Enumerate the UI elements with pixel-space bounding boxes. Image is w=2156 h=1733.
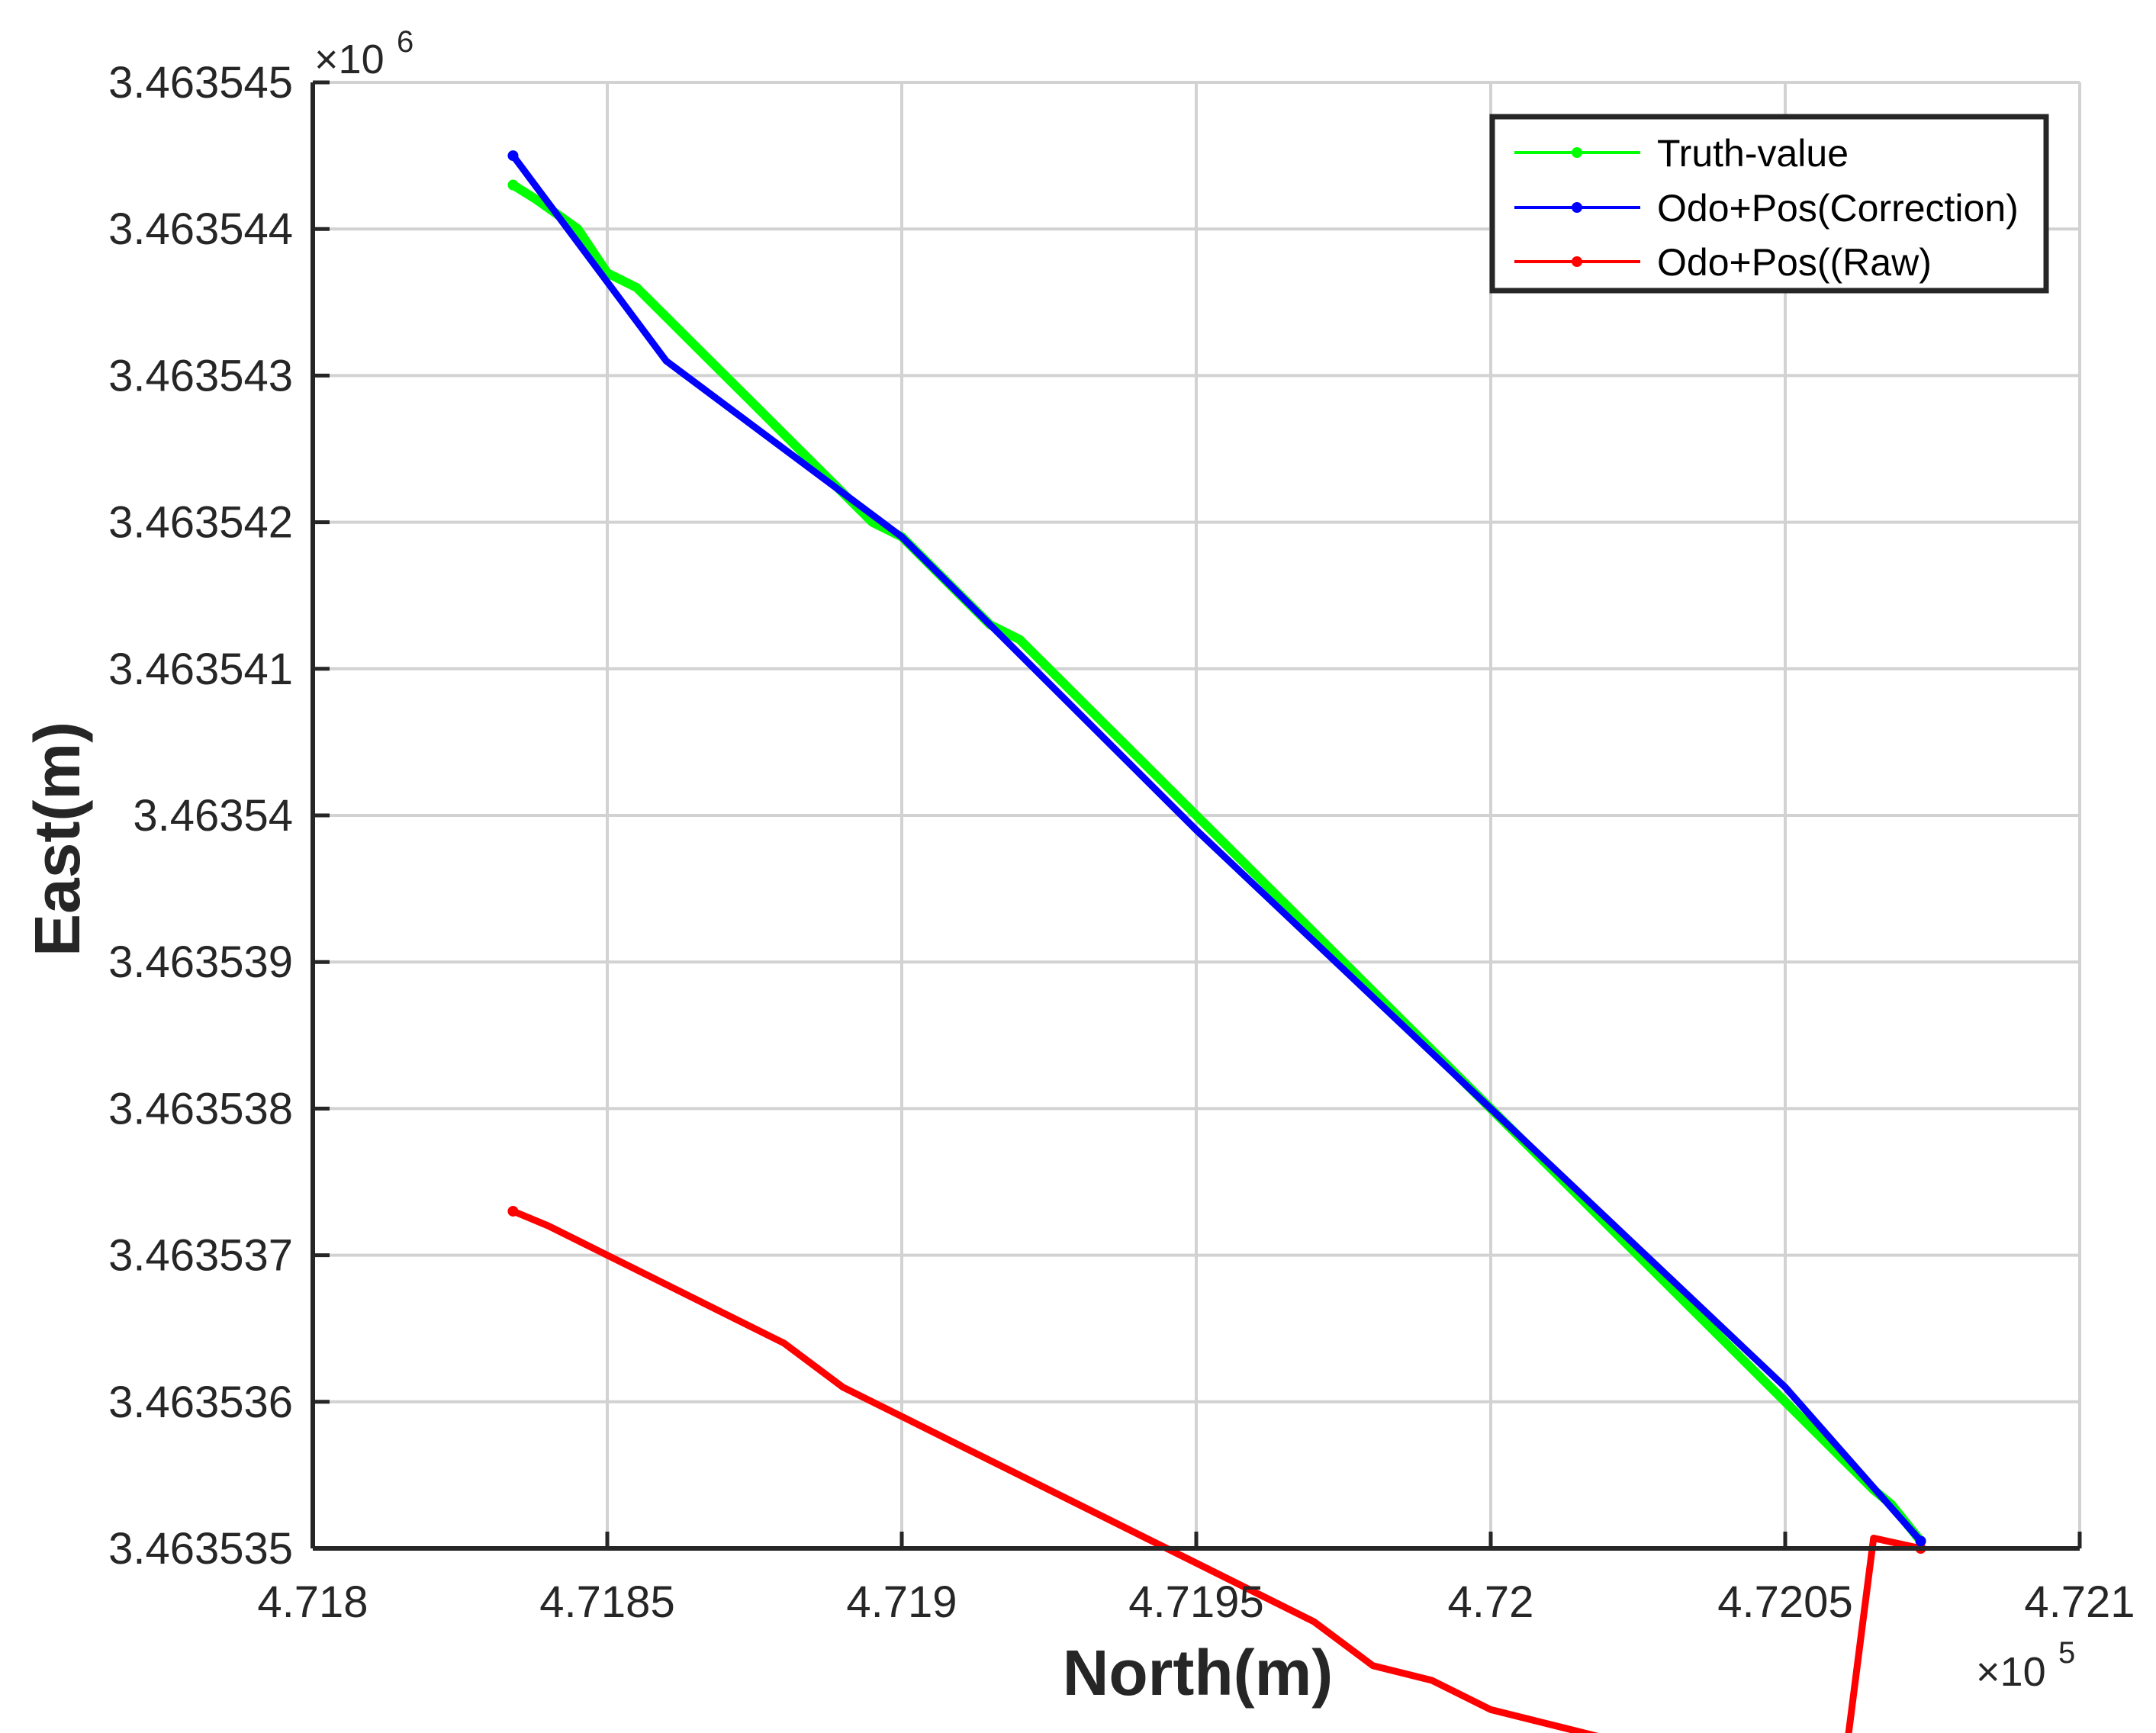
x-tick-label: 4.7195 (1128, 1577, 1263, 1627)
x-tick-label: 4.719 (846, 1577, 957, 1627)
x-axis-multiplier: ×10 5 (1976, 1636, 2075, 1695)
series-lines (507, 150, 1926, 1733)
y-tick-label: 3.463535 (108, 1524, 293, 1574)
legend-marker (1572, 256, 1582, 267)
series-line-odo-pos-raw (510, 1207, 1925, 1733)
plot-area: 4.718 4.7185 4.719 4.7195 4.72 4.7205 4.721 3.4… (108, 58, 2135, 1733)
y-tick-label: 3.463542 (108, 498, 293, 548)
y-axis-title: East(m) (21, 722, 93, 957)
legend-label: Odo+Pos((Raw) (1657, 241, 1932, 284)
y-multiplier-base: ×10 (314, 37, 385, 82)
legend-box (1489, 114, 2049, 294)
y-tick-label: 3.463541 (108, 645, 293, 694)
x-multiplier-base: ×10 (1976, 1649, 2046, 1695)
x-tick-label: 4.718 (257, 1577, 368, 1627)
x-tick-label: 4.72 (1448, 1577, 1534, 1627)
y-tick-label: 3.463539 (108, 937, 293, 987)
series-line-truth-value (508, 180, 1926, 1546)
y-tick-label: 3.463543 (108, 351, 293, 400)
x-tick-label: 4.721 (2024, 1577, 2135, 1627)
y-tick-label: 3.463536 (108, 1378, 293, 1427)
series-start-marker (507, 150, 519, 162)
x-multiplier-exponent: 5 (2058, 1636, 2075, 1670)
legend: Truth-value Odo+Pos(Correction) Odo+Pos((R… (1489, 114, 2049, 294)
x-tick-label: 4.7185 (539, 1577, 674, 1627)
y-tick-label: 3.463537 (108, 1231, 293, 1281)
series-line-odo-pos-correction (510, 152, 1925, 1545)
y-tick-label: 3.463538 (108, 1084, 293, 1133)
legend-label: Odo+Pos(Correction) (1657, 187, 2019, 230)
y-axis-multiplier: ×10 6 (314, 25, 414, 82)
series-start-marker (507, 179, 519, 191)
series-start-marker (507, 1205, 519, 1217)
x-axis-title: North(m) (1063, 1637, 1334, 1709)
legend-marker (1572, 202, 1582, 213)
y-tick-label: 3.463544 (108, 204, 293, 254)
legend-marker (1572, 147, 1582, 158)
y-multiplier-exponent: 6 (397, 25, 414, 59)
tick-labels: 4.718 4.7185 4.719 4.7195 4.72 4.7205 4.721 3.4… (108, 58, 2135, 1627)
y-tick-label: 3.463545 (108, 58, 293, 108)
y-tick-label: 3.46354 (133, 791, 293, 841)
axes (311, 80, 2082, 1551)
legend-label: Truth-value (1657, 132, 1849, 175)
series-end-marker (1915, 1535, 1926, 1547)
x-tick-label: 4.7205 (1717, 1577, 1852, 1627)
